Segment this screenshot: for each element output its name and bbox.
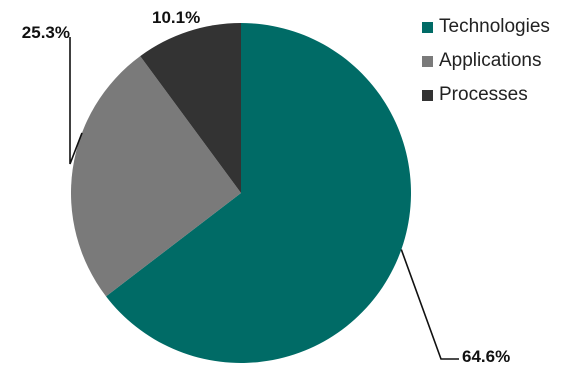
pie-slice-technologies — [106, 23, 411, 364]
data-label-processes: 10.1% — [152, 8, 200, 27]
data-label-applications: 25.3% — [22, 23, 70, 42]
legend-swatch-technologies — [422, 21, 433, 33]
leader-line-technologies — [400, 249, 459, 360]
legend-item-applications: Applications — [422, 44, 550, 78]
pie-slice-processes — [140, 23, 241, 193]
legend: Technologies Applications Processes — [422, 10, 550, 112]
legend-item-processes: Processes — [422, 78, 550, 112]
leader-line-applications — [69, 37, 83, 165]
legend-label-applications: Applications — [439, 50, 542, 71]
legend-label-processes: Processes — [439, 84, 528, 105]
legend-item-technologies: Technologies — [422, 10, 550, 44]
legend-label-technologies: Technologies — [439, 16, 550, 37]
data-label-technologies: 64.6% — [462, 347, 510, 366]
legend-swatch-applications — [422, 55, 433, 67]
pie-slice-applications — [70, 56, 241, 297]
legend-swatch-processes — [422, 89, 433, 101]
